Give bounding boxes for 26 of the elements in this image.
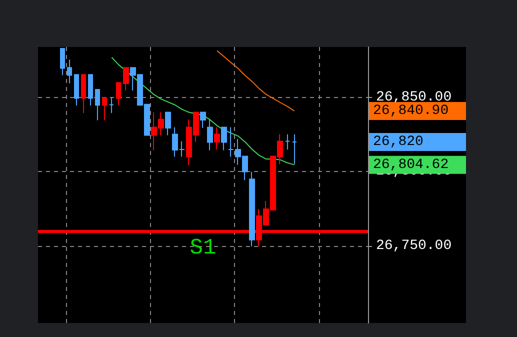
candlestick [165, 112, 171, 136]
candlestick [74, 74, 79, 106]
candlestick [102, 97, 107, 121]
candlestick [116, 82, 121, 106]
candlestick [60, 48, 65, 76]
candlestick [207, 118, 213, 151]
candlestick [123, 67, 129, 91]
candlestick [249, 171, 255, 247]
candlestick [109, 96, 114, 114]
y-tick-label: 26,850.00 [376, 89, 452, 106]
text: 26,820 [373, 134, 424, 150]
candlestick [214, 126, 220, 150]
candlestick [95, 88, 100, 121]
ref-line-label: S1 [190, 236, 216, 260]
y-tick-label: 26,750.00 [376, 238, 452, 254]
line-series [216, 50, 295, 112]
candlestick [292, 134, 297, 165]
candlestick [285, 134, 290, 150]
candlestick [88, 74, 93, 106]
candlestick [81, 74, 86, 114]
line-series [111, 56, 295, 166]
candlestick [221, 126, 227, 151]
text: 26,804.62 [373, 156, 449, 173]
candlestick [200, 112, 206, 129]
text: 26,840.90 [373, 102, 449, 119]
candlestick [67, 59, 72, 84]
